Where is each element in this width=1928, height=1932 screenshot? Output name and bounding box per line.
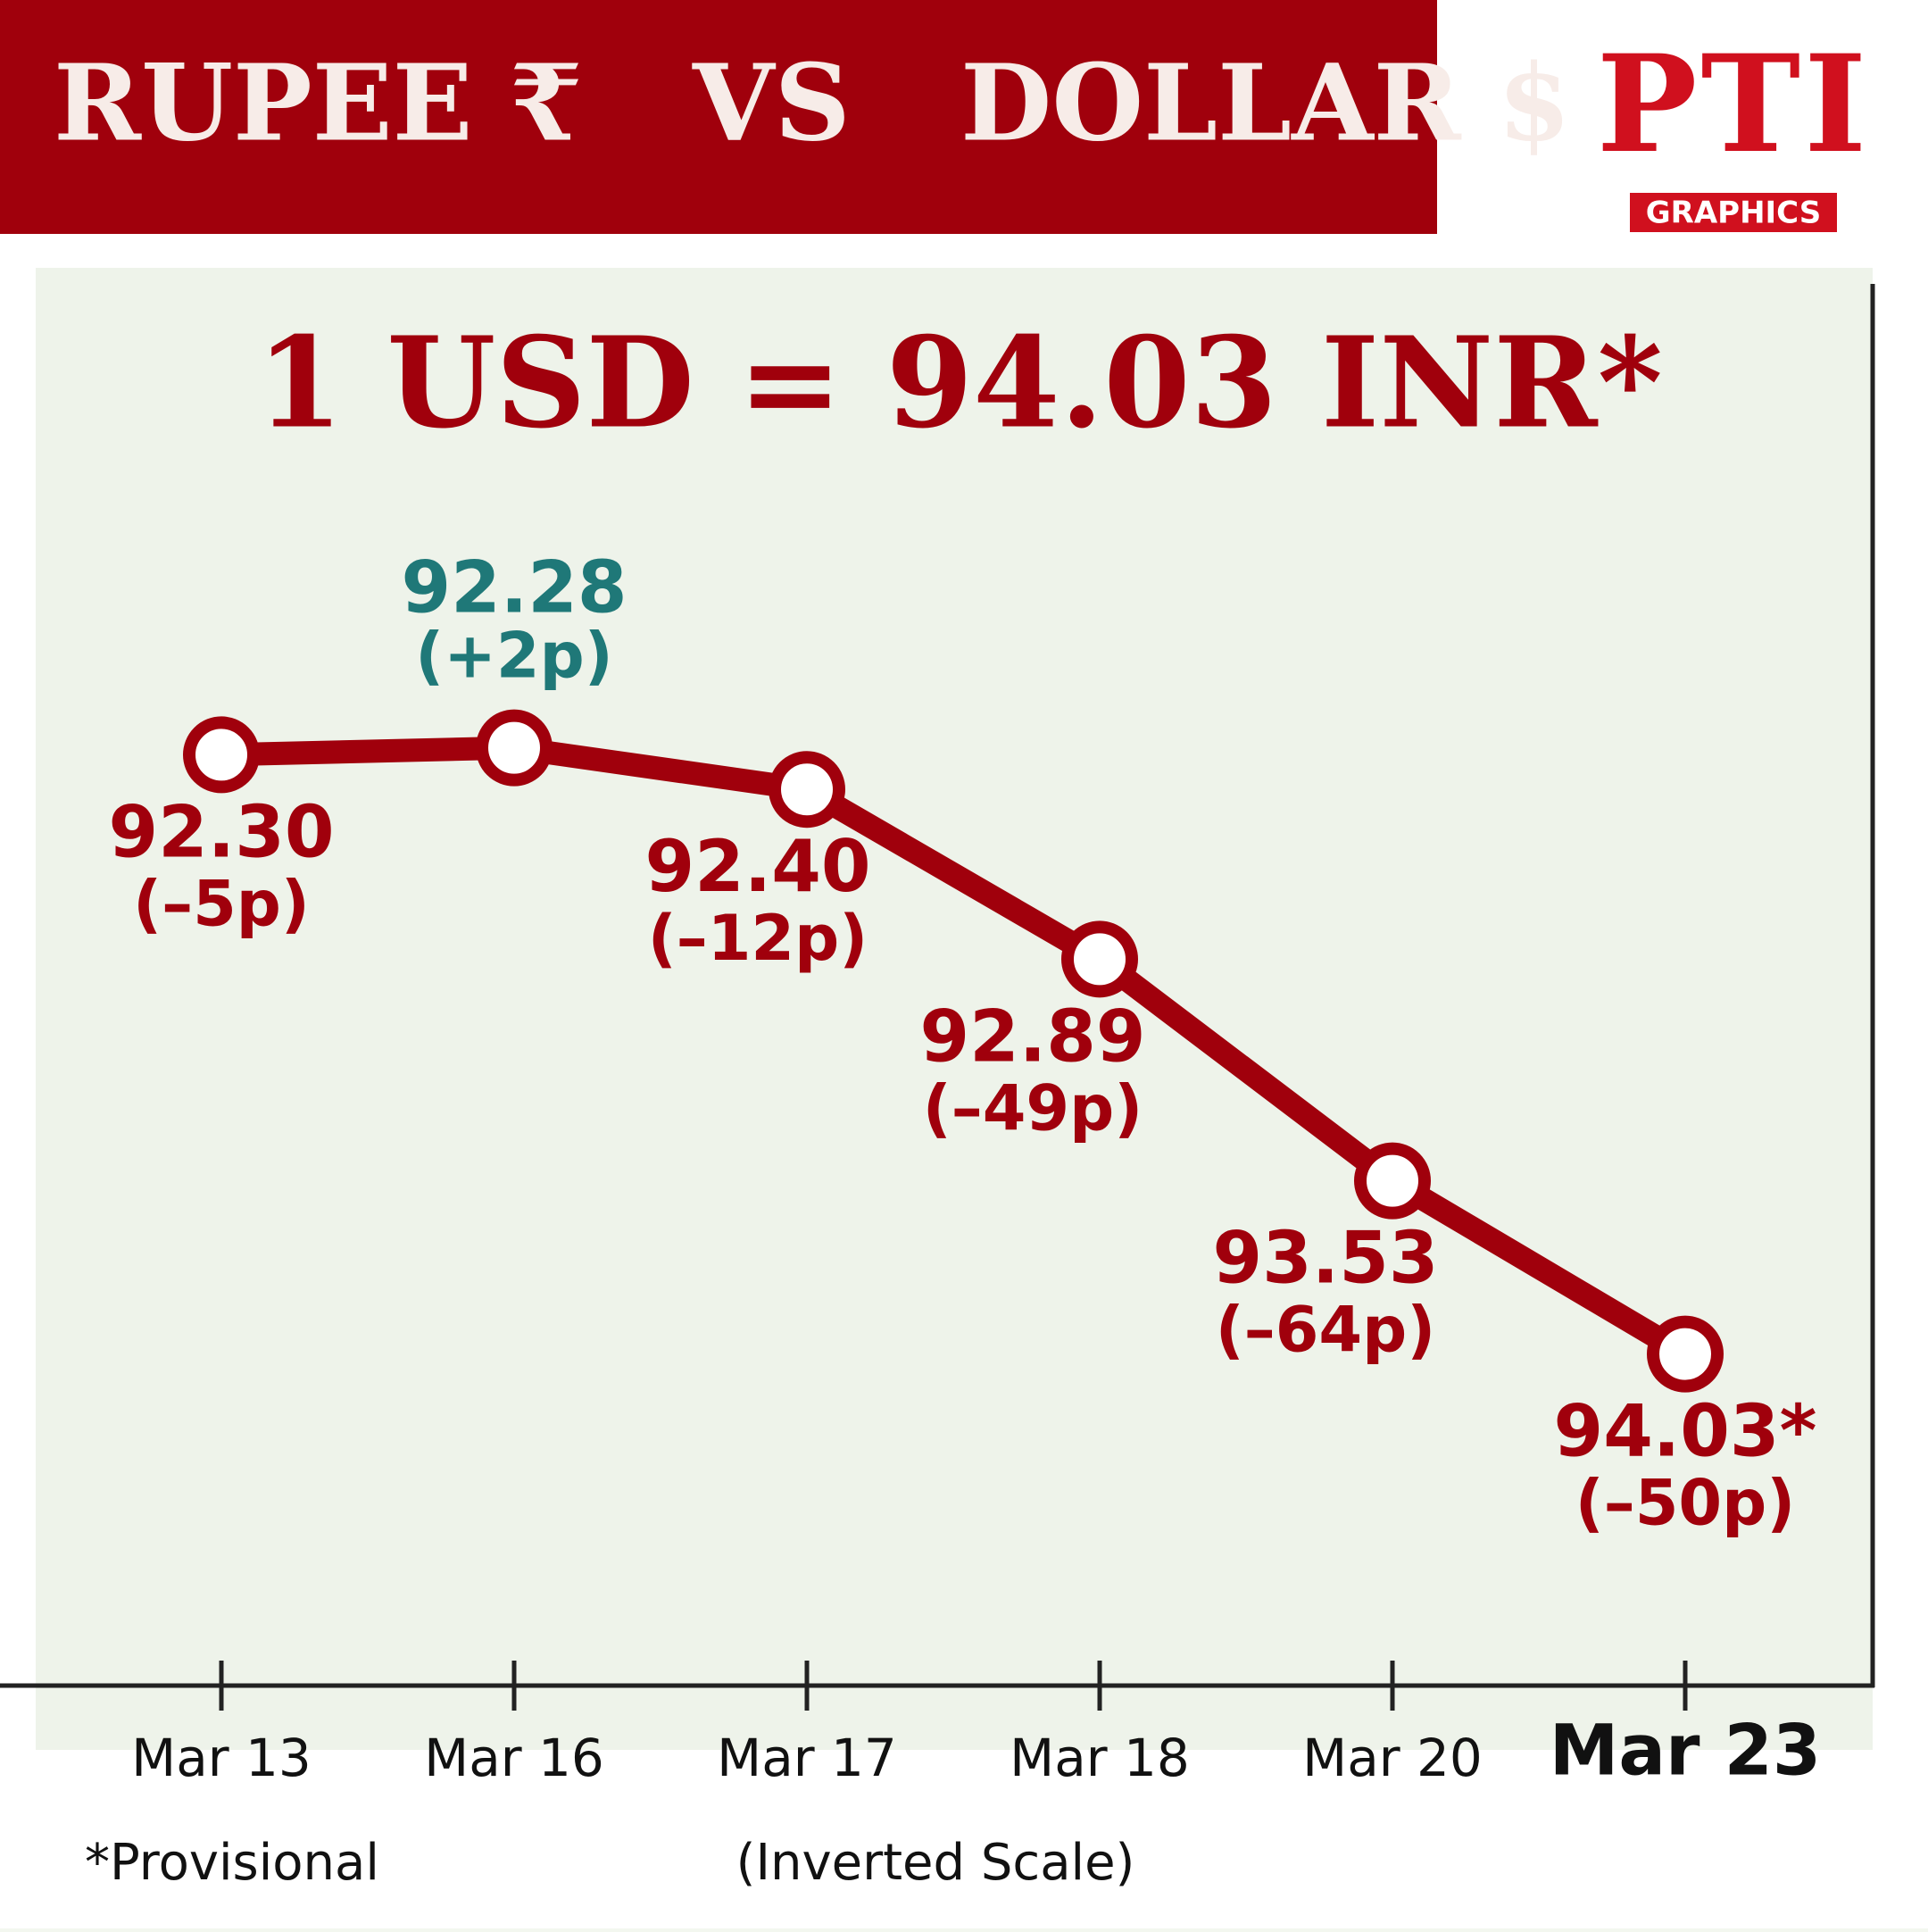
change-label: (–12p) <box>648 902 868 975</box>
point <box>476 709 553 787</box>
scale-note: (Inverted Scale) <box>736 1834 1135 1892</box>
x-tick-label: Mar 23 <box>1550 1711 1821 1791</box>
plot-backdrop <box>36 268 1873 1750</box>
x-tick-label: Mar 20 <box>1302 1728 1483 1788</box>
value-label: 92.40 <box>644 825 870 908</box>
point <box>183 716 260 794</box>
value-label: 92.28 <box>401 546 627 629</box>
point <box>769 751 845 829</box>
change-label: (+2p) <box>415 620 612 693</box>
value-label: 94.03* <box>1554 1390 1817 1473</box>
change-label: (–64p) <box>1216 1294 1436 1367</box>
change-label: (–50p) <box>1575 1467 1796 1540</box>
x-tick-label: Mar 16 <box>424 1728 604 1788</box>
chart-subtitle: 1 USD = 94.03 INR* <box>256 311 1663 457</box>
value-label: 92.89 <box>919 995 1145 1078</box>
change-label: (–49p) <box>923 1071 1143 1145</box>
x-tick-label: Mar 17 <box>717 1728 897 1788</box>
value-label: 93.53 <box>1212 1217 1438 1300</box>
logo-tag-box <box>1630 193 1837 232</box>
x-tick-label: Mar 18 <box>1010 1728 1190 1788</box>
point <box>1061 920 1138 998</box>
value-label: 92.30 <box>108 790 334 873</box>
series-line <box>220 736 1691 1364</box>
logo-tag: GRAPHICS <box>1646 196 1822 231</box>
point <box>1647 1315 1724 1393</box>
change-label: (–5p) <box>133 867 310 940</box>
header-bar <box>0 0 1437 234</box>
chart-title: RUPEE ₹ VS DOLLAR $ <box>54 41 1571 165</box>
footnote: *Provisional <box>85 1834 379 1892</box>
logo-text: PTI <box>1597 26 1871 183</box>
point <box>1354 1142 1431 1220</box>
x-tick-label: Mar 13 <box>131 1728 312 1788</box>
